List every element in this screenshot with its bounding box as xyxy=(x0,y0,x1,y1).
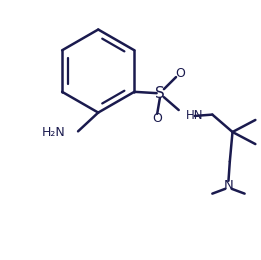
Text: S: S xyxy=(155,86,165,101)
Text: H₂N: H₂N xyxy=(42,126,66,139)
Text: HN: HN xyxy=(185,109,203,122)
Text: N: N xyxy=(224,179,233,192)
Text: O: O xyxy=(152,112,162,125)
Text: O: O xyxy=(175,67,185,80)
